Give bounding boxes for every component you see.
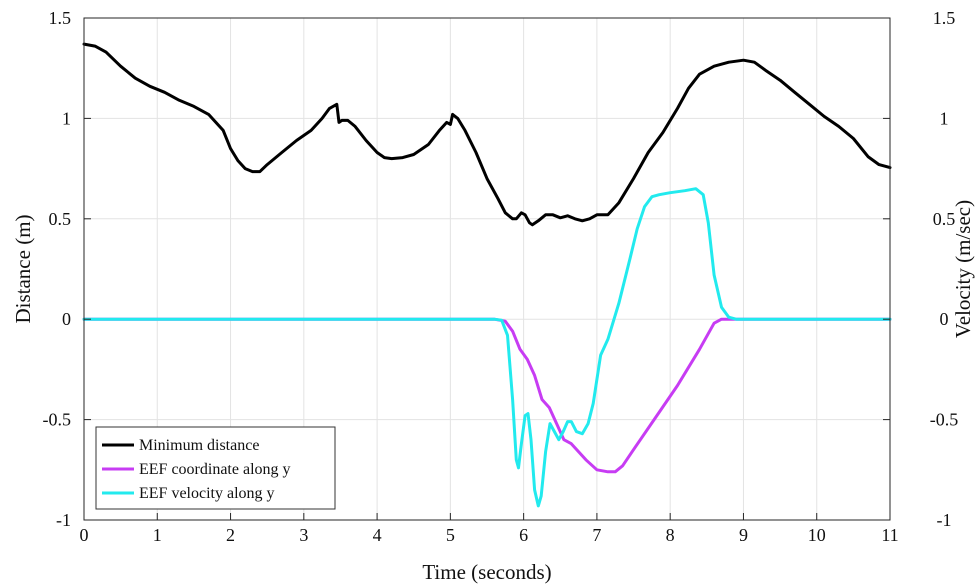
y-left-tick-label: 1	[62, 108, 71, 128]
legend: Minimum distance EEF coordinate along y …	[95, 426, 336, 510]
legend-box	[95, 426, 336, 510]
legend-label-minimum-distance: Minimum distance	[139, 437, 259, 454]
x-tick-label: 10	[808, 525, 826, 545]
y-right-tick-label: 0	[940, 309, 949, 329]
x-tick-label: 6	[519, 525, 528, 545]
legend-label-eef-velocity: EEF velocity along y	[139, 485, 275, 502]
x-tick-label: 0	[80, 525, 89, 545]
y-right-tick-label: -0.5	[930, 410, 959, 430]
plot-frame	[83, 17, 891, 521]
legend-label-eef-coordinate: EEF coordinate along y	[139, 461, 291, 478]
y-left-tick-label: 0	[62, 309, 71, 329]
axis-ticks: 0 1 2 3 4 5 6 7 8 9 10 11 -1 -0.5 0 0.5 1 1.5 -1 -0.5 0 0.5 1 1…	[43, 8, 959, 545]
x-tick-label: 9	[739, 525, 748, 545]
x-tick-label: 4	[373, 525, 382, 545]
series-lines	[82, 42, 892, 508]
right-y-axis-label: Velocity (m/sec)	[951, 200, 975, 338]
x-tick-label: 7	[592, 525, 601, 545]
y-right-tick-label: 1.5	[933, 8, 956, 28]
y-right-tick-label: 0.5	[933, 209, 956, 229]
left-y-axis-label: Distance (m)	[11, 214, 35, 323]
x-axis-label: Time (seconds)	[422, 560, 551, 584]
y-left-tick-label: -0.5	[43, 410, 72, 430]
x-tick-label: 1	[153, 525, 162, 545]
series-line-eef-coordinate-along-y	[82, 317, 892, 474]
y-right-tick-label: -1	[937, 510, 952, 530]
series-line-minimum-distance	[82, 42, 892, 227]
y-left-tick-label: -1	[56, 510, 71, 530]
x-tick-label: 8	[666, 525, 675, 545]
x-tick-label: 11	[881, 525, 898, 545]
y-right-tick-label: 1	[940, 108, 949, 128]
x-tick-label: 3	[299, 525, 308, 545]
y-left-tick-label: 1.5	[49, 8, 72, 28]
series-line-eef-velocity-along-y	[82, 187, 892, 508]
y-left-tick-label: 0.5	[49, 209, 72, 229]
x-tick-label: 2	[226, 525, 235, 545]
x-tick-label: 5	[446, 525, 455, 545]
